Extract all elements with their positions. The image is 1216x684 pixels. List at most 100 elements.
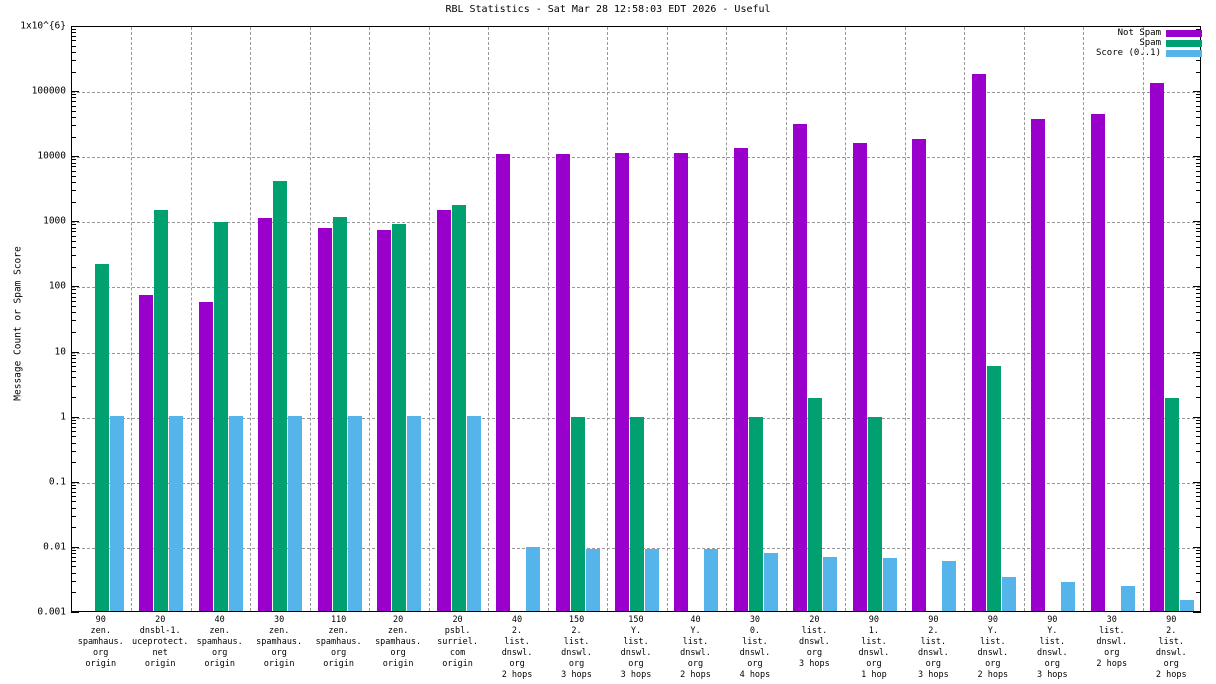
legend-color-swatch (1166, 30, 1202, 37)
y-tick-minor (71, 97, 76, 99)
bar-score-0-1 (942, 561, 957, 611)
y-tick-minor-right (1196, 247, 1201, 249)
gridline-vertical (845, 27, 846, 611)
bar-score-0-1 (347, 415, 362, 611)
y-tick-minor-right (1196, 60, 1201, 62)
gridline-vertical (726, 27, 727, 611)
y-tick-minor-right (1196, 306, 1201, 308)
y-tick-minor-right (1196, 101, 1201, 103)
x-tick-label: 30 zen. spamhaus. org origin (256, 615, 303, 669)
y-tick-minor (71, 361, 76, 363)
x-tick-label: 20 psbl. surriel. com origin (437, 615, 479, 669)
y-tick-minor (71, 592, 76, 594)
y-tick-minor (71, 300, 76, 302)
y-tick-minor-right (1196, 580, 1201, 582)
y-tick-minor (71, 496, 76, 498)
y-tick-label: 100 (48, 280, 66, 292)
y-tick-minor (71, 224, 76, 226)
y-tick-minor (71, 201, 76, 203)
gridline-vertical (786, 27, 787, 611)
y-tick-minor-right (1196, 175, 1201, 177)
y-tick-major (71, 416, 79, 418)
y-tick-minor (71, 296, 76, 298)
y-tick-minor (71, 462, 76, 464)
bar-score-0-1 (704, 549, 719, 611)
bar-spam (213, 221, 228, 611)
y-tick-minor (71, 371, 76, 373)
gridline-vertical (607, 27, 608, 611)
x-tick-label: 150 Y. list. dnswl. org 3 hops (620, 615, 652, 680)
gridline-horizontal (72, 157, 1200, 159)
y-tick-minor (71, 419, 76, 421)
bar-score-0-1 (1120, 586, 1135, 611)
y-tick-minor (71, 266, 76, 268)
gridline-vertical (310, 27, 311, 611)
y-tick-minor-right (1196, 366, 1201, 367)
bar-spam (808, 397, 823, 611)
bar-not-spam (733, 147, 748, 611)
y-tick-minor (71, 60, 76, 62)
y-tick-minor (71, 354, 76, 356)
y-tick-minor-right (1196, 190, 1201, 192)
bar-not-spam (1031, 119, 1046, 611)
y-tick-minor (71, 491, 76, 493)
gridline-vertical (488, 27, 489, 611)
y-tick-minor-right (1196, 224, 1201, 226)
bar-score-0-1 (1001, 577, 1016, 611)
y-tick-minor (71, 331, 76, 333)
y-tick-minor-right (1196, 501, 1201, 503)
bar-not-spam (555, 153, 570, 611)
y-tick-minor (71, 170, 76, 172)
legend-label: Not Spam (1117, 28, 1161, 38)
y-tick-minor-right (1196, 201, 1201, 203)
bar-spam (748, 417, 763, 611)
bar-score-0-1 (288, 415, 303, 611)
bar-not-spam (496, 153, 511, 611)
y-tick-major-right (1193, 91, 1201, 93)
y-tick-minor (71, 566, 76, 568)
y-tick-minor-right (1196, 312, 1201, 314)
x-tick-label: 20 dnsbl-1. uceprotect. net origin (132, 615, 189, 669)
x-tick-label: 90 1. list. dnswl. org 1 hop (858, 615, 890, 680)
y-tick-label: 10 (54, 346, 66, 358)
y-tick-minor-right (1196, 419, 1201, 421)
bar-score-0-1 (645, 549, 659, 611)
y-tick-minor (71, 136, 76, 138)
y-tick-minor (71, 166, 76, 168)
legend-label: Spam (1139, 38, 1161, 48)
x-tick-label: 40 2. list. dnswl. org 2 hops (501, 615, 533, 680)
bar-not-spam (1150, 82, 1165, 611)
y-tick-minor-right (1196, 371, 1201, 373)
y-tick-minor (71, 190, 76, 192)
y-tick-minor-right (1196, 159, 1201, 161)
y-tick-minor (71, 40, 76, 42)
y-tick-minor (71, 175, 76, 177)
y-tick-minor-right (1196, 515, 1201, 517)
y-tick-minor-right (1196, 331, 1201, 333)
gridline-vertical (1143, 27, 1144, 611)
x-tick-label: 90 Y. list. dnswl. org 2 hops (977, 615, 1009, 680)
y-tick-minor-right (1196, 255, 1201, 257)
bar-spam (332, 217, 347, 611)
y-tick-major-right (1193, 481, 1201, 483)
x-tick-label: 20 zen. spamhaus. org origin (375, 615, 422, 669)
y-tick-minor (71, 312, 76, 314)
y-tick-minor-right (1196, 496, 1201, 498)
y-tick-minor-right (1196, 377, 1201, 379)
legend-item: Score (0..1) (1096, 49, 1202, 58)
y-tick-minor (71, 255, 76, 257)
y-tick-minor (71, 527, 76, 529)
y-tick-minor-right (1196, 462, 1201, 464)
y-tick-minor-right (1196, 71, 1201, 73)
y-tick-minor-right (1196, 556, 1201, 558)
bar-not-spam (317, 228, 332, 611)
y-tick-major-right (1193, 286, 1201, 288)
y-tick-minor-right (1196, 320, 1201, 322)
y-tick-major (71, 481, 79, 483)
gridline-horizontal (72, 92, 1200, 94)
gridline-vertical (667, 27, 668, 611)
y-tick-label: 1 (60, 411, 66, 423)
y-tick-minor (71, 51, 76, 53)
bar-not-spam (971, 73, 986, 611)
